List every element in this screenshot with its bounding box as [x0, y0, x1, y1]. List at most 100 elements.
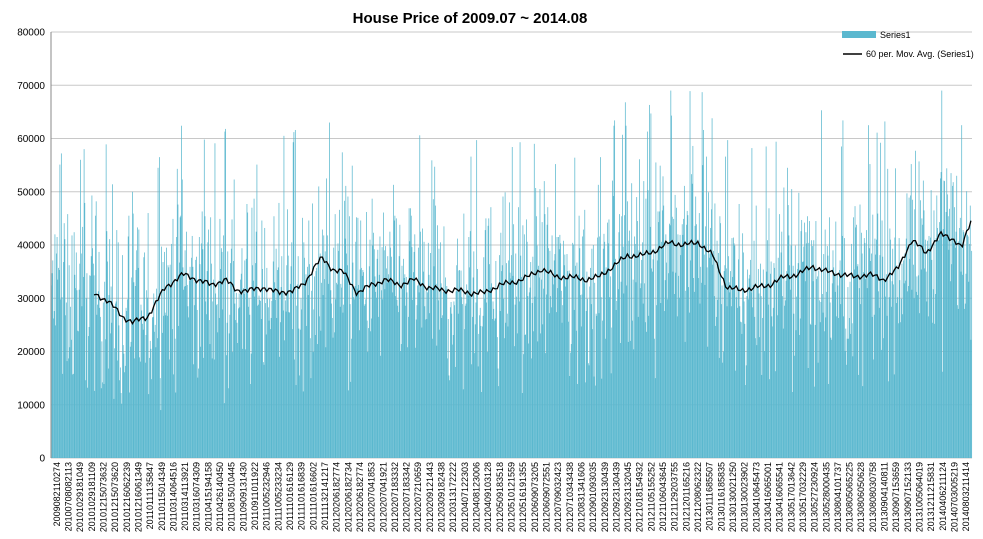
series1-bar — [491, 319, 493, 458]
series1-bar — [317, 264, 319, 458]
series1-bar — [745, 365, 747, 458]
series1-bar — [149, 340, 151, 458]
series1-bar — [920, 269, 922, 458]
series1-bar — [617, 264, 618, 458]
series1-bar — [404, 274, 406, 458]
series1-bar — [520, 255, 522, 458]
series1-bar — [676, 316, 678, 458]
series1-bar — [93, 275, 95, 458]
series1-bar — [373, 232, 374, 458]
x-axis: 2009082110274 20100708082113 2010102918104… — [52, 462, 971, 532]
series1-bar — [785, 280, 787, 458]
series1-bar — [436, 345, 438, 458]
series1-bar — [468, 237, 470, 458]
series1-bar — [325, 347, 327, 458]
series1-bar — [392, 292, 394, 458]
series1-bar — [710, 227, 712, 458]
series1-bar — [460, 270, 462, 458]
series1-bar — [387, 256, 389, 458]
series1-bar — [236, 322, 238, 458]
series1-bar — [533, 331, 534, 458]
series1-bar — [859, 204, 861, 458]
series1-bar — [835, 221, 837, 458]
series1-bar — [600, 157, 601, 458]
series1-bar — [87, 336, 89, 458]
series1-bar — [60, 299, 61, 458]
series1-bar — [346, 265, 348, 458]
series1-bar — [573, 309, 575, 458]
series1-bar — [596, 315, 598, 458]
series1-bar — [245, 349, 246, 458]
series1-bar — [925, 239, 926, 458]
series1-bar — [956, 175, 958, 458]
series1-bar — [114, 348, 116, 458]
series1-bar — [879, 255, 881, 458]
series1-bar — [345, 185, 347, 458]
series1-bar — [614, 258, 616, 458]
series1-bar — [102, 302, 104, 458]
series1-bar — [287, 255, 289, 458]
x-tick-label: 20120923130439 — [611, 462, 621, 532]
series1-bar — [344, 238, 346, 458]
x-tick-label: 20110426140450 — [215, 462, 225, 531]
series1-bar — [186, 231, 187, 458]
series1-bar — [898, 238, 900, 458]
series1-bar — [900, 322, 901, 458]
series1-bar — [285, 311, 287, 458]
series1-bar — [625, 125, 627, 458]
series1-bar — [885, 274, 887, 458]
series1-bar — [726, 306, 728, 458]
series1-bar — [861, 232, 862, 458]
series1-bar — [607, 243, 609, 458]
series1-bar — [459, 289, 461, 458]
x-tick-label: 20110111135847 — [145, 462, 155, 529]
series1-bar — [267, 307, 269, 458]
series1-bar — [707, 346, 709, 458]
series1-bar — [66, 361, 68, 458]
series1-bar — [828, 383, 830, 458]
series1-bar — [890, 239, 891, 458]
series1-bar — [891, 281, 893, 458]
series1-bar — [734, 245, 736, 458]
series1-bar — [883, 338, 884, 458]
series1-bar — [393, 184, 394, 458]
series1-bar — [364, 304, 366, 458]
series1-bar — [539, 189, 541, 458]
series1-bar — [668, 273, 670, 458]
series1-bar — [481, 326, 483, 458]
series1-bar — [91, 195, 93, 459]
series1-bar — [75, 288, 76, 458]
series1-bar — [319, 316, 320, 458]
series1-bar — [97, 304, 98, 458]
series1-bar — [239, 307, 241, 458]
series1-bar — [776, 279, 778, 458]
series1-bar — [122, 345, 124, 458]
series1-bar — [509, 272, 511, 458]
series1-bar — [337, 243, 339, 458]
series1-bar — [275, 299, 276, 458]
series1-bar — [464, 329, 465, 458]
x-tick-label: 20120409103128 — [483, 462, 493, 532]
series1-bar — [112, 308, 114, 458]
series1-bar — [838, 317, 840, 458]
series1-bar — [250, 353, 252, 458]
series1-bar — [518, 301, 520, 458]
series1-bar — [272, 289, 273, 458]
series1-bar — [811, 246, 813, 458]
series1-bar — [581, 294, 583, 458]
series1-bar — [708, 257, 710, 458]
series1-bar — [117, 360, 118, 458]
series1-bar — [121, 403, 123, 458]
series1-bar — [943, 180, 945, 458]
series1-bar — [854, 206, 856, 458]
series1-bar — [868, 248, 870, 458]
series1-bar — [523, 234, 525, 458]
series1-bar — [319, 253, 321, 458]
series1-bar — [100, 316, 101, 458]
series1-bar — [99, 307, 101, 458]
series1-bar — [794, 355, 795, 458]
series1-bar — [375, 291, 377, 458]
series1-bar — [509, 202, 510, 458]
series1-bar — [255, 231, 257, 458]
series1-bar — [962, 274, 963, 458]
